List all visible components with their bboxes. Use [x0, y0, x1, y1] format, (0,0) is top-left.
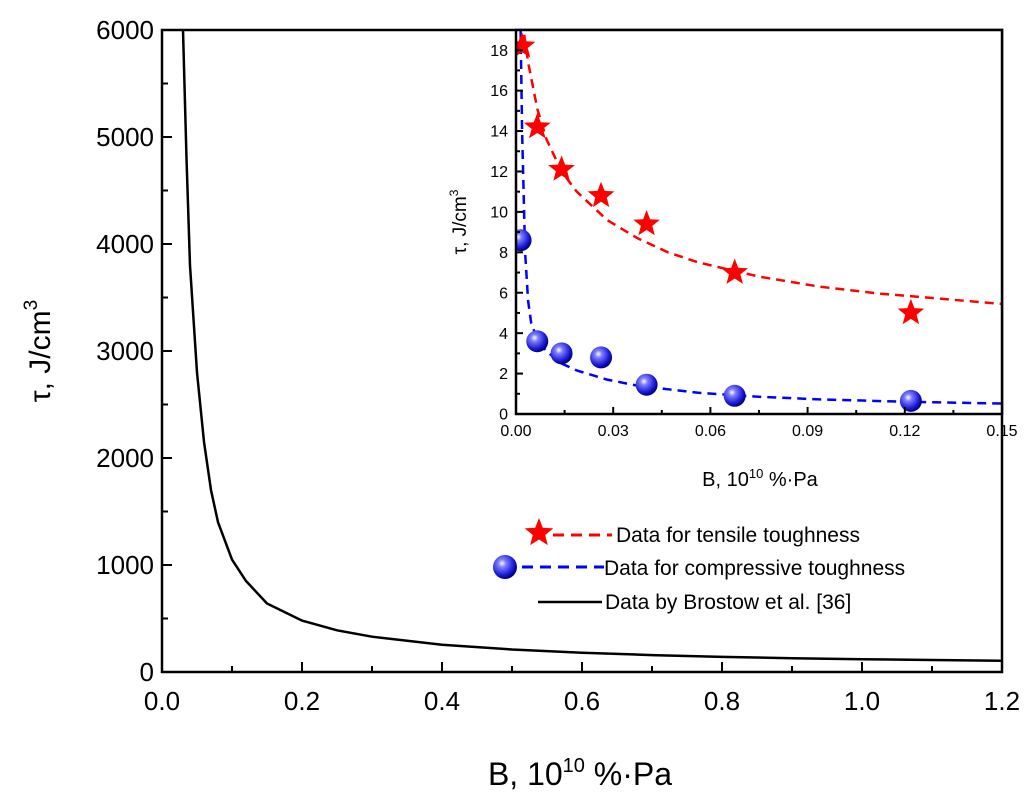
legend-brostow-label: Data by Brostow et al. [36] — [605, 591, 851, 614]
inset-y-tick-label: 10 — [490, 204, 508, 221]
main-y-axis-label-text: τ, J/cm — [24, 310, 57, 402]
main-x-tick-label: 0.6 — [564, 686, 600, 716]
legend-sphere-marker — [493, 555, 517, 579]
inset-plot-background — [516, 30, 1002, 414]
tensile-data-point — [633, 210, 660, 236]
main-x-tick-label: 0.0 — [144, 686, 180, 716]
compressive-data-point — [899, 389, 922, 412]
main-y-tick-label: 6000 — [96, 15, 154, 45]
main-x-axis-label-text: B, 10 — [488, 756, 563, 792]
inset-y-tick-label: 14 — [490, 124, 508, 141]
main-x-axis-ticks: 0.0 0.2 0.4 0.6 0.8 1.0 1.2 — [144, 662, 1020, 716]
main-y-axis-label: τ, J/cm3 — [21, 300, 57, 402]
compressive-data-point — [526, 330, 549, 353]
compressive-data-point — [550, 342, 573, 365]
main-y-tick-label: 2000 — [96, 443, 154, 473]
inset-plot: 0.00 0.03 0.06 0.09 0.12 0.15 0 2 4 6 8 10 12 14 16 18… — [447, 28, 1018, 491]
legend-entry-brostow: Data by Brostow et al. [36] — [538, 591, 851, 614]
legend-sphere — [493, 555, 517, 579]
main-plot: 0.0 0.2 0.4 0.6 0.8 1.0 1.2 0 1000 2000 3000 4000 5… — [21, 15, 1020, 792]
main-x-axis-label-superscript: 10 — [563, 755, 585, 777]
inset-series-layer — [516, 30, 1002, 412]
compressive-fit-curve — [519, 30, 1002, 405]
inset-y-axis-label-superscript: 3 — [447, 189, 461, 196]
legend: Data for tensile toughness Data for comp… — [493, 518, 905, 614]
inset-x-tick-label: 0.09 — [792, 423, 823, 440]
tensile-data-point — [587, 181, 615, 208]
inset-x-tick-label: 0.12 — [889, 423, 920, 440]
inset-y-tick-label: 18 — [490, 43, 508, 60]
main-x-tick-label: 0.8 — [704, 686, 740, 716]
main-y-tick-label: 5000 — [96, 122, 154, 152]
inset-x-axis-label-text: B, 10 — [702, 469, 749, 491]
compressive-data-point — [723, 384, 746, 407]
main-x-tick-label: 0.4 — [424, 686, 460, 716]
compressive-data-point — [516, 229, 532, 252]
compressive-data-point — [635, 373, 658, 396]
main-y-tick-label: 3000 — [96, 336, 154, 366]
legend-star-marker — [524, 518, 554, 546]
main-x-axis-label: B, 1010 %·Pa — [488, 755, 672, 792]
legend-compressive-label: Data for compressive toughness — [604, 557, 905, 580]
main-x-tick-label: 1.2 — [984, 686, 1020, 716]
main-x-tick-label: 1.0 — [844, 686, 880, 716]
inset-y-tick-label: 12 — [490, 164, 508, 181]
inset-y-tick-label: 0 — [499, 407, 508, 424]
inset-y-tick-label: 2 — [499, 366, 508, 383]
inset-x-tick-label: 0.00 — [500, 423, 531, 440]
inset-y-axis-label-text: τ, J/cm — [450, 196, 471, 254]
compressive-data-point — [590, 346, 613, 369]
main-y-axis-ticks: 0 1000 2000 3000 4000 5000 6000 — [96, 15, 172, 687]
legend-entry-tensile: Data for tensile toughness — [524, 518, 860, 547]
main-y-tick-label: 1000 — [96, 550, 154, 580]
inset-y-tick-label: 16 — [490, 83, 508, 100]
inset-y-tick-label: 4 — [499, 326, 508, 343]
inset-y-tick-label: 8 — [499, 245, 508, 262]
inset-x-tick-label: 0.06 — [695, 423, 726, 440]
tensile-data-point — [523, 113, 551, 139]
main-series-layer — [181, 29, 1003, 662]
main-x-axis-label-unit: %·Pa — [585, 756, 672, 792]
inset-x-axis-label-superscript: 10 — [749, 466, 763, 481]
inset-y-axis-label: τ, J/cm3 — [447, 189, 471, 254]
main-y-tick-label: 4000 — [96, 229, 154, 259]
inset-x-tick-label: 0.15 — [986, 423, 1017, 440]
legend-tensile-label: Data for tensile toughness — [616, 524, 860, 547]
tensile-data-point — [721, 258, 748, 284]
inset-x-axis-ticks: 0.00 0.03 0.06 0.09 0.12 0.15 — [500, 407, 1018, 440]
main-x-tick-label: 0.2 — [284, 686, 320, 716]
inset-y-tick-label: 6 — [499, 285, 508, 302]
tensile-data-point — [897, 298, 925, 325]
main-y-tick-label: 0 — [140, 657, 154, 687]
main-y-axis-label-superscript: 3 — [21, 300, 42, 311]
inset-x-axis-label-unit: %·Pa — [763, 469, 818, 491]
legend-entry-compressive: Data for compressive toughness — [493, 555, 905, 580]
tensile-data-point — [548, 155, 575, 181]
brostow-curve — [181, 29, 1003, 662]
inset-x-axis-label: B, 1010 %·Pa — [702, 466, 819, 491]
inset-x-tick-label: 0.03 — [598, 423, 629, 440]
tensile-fit-curve — [522, 30, 1002, 306]
inset-y-axis-ticks: 0 2 4 6 8 10 12 14 16 18 — [490, 29, 523, 424]
